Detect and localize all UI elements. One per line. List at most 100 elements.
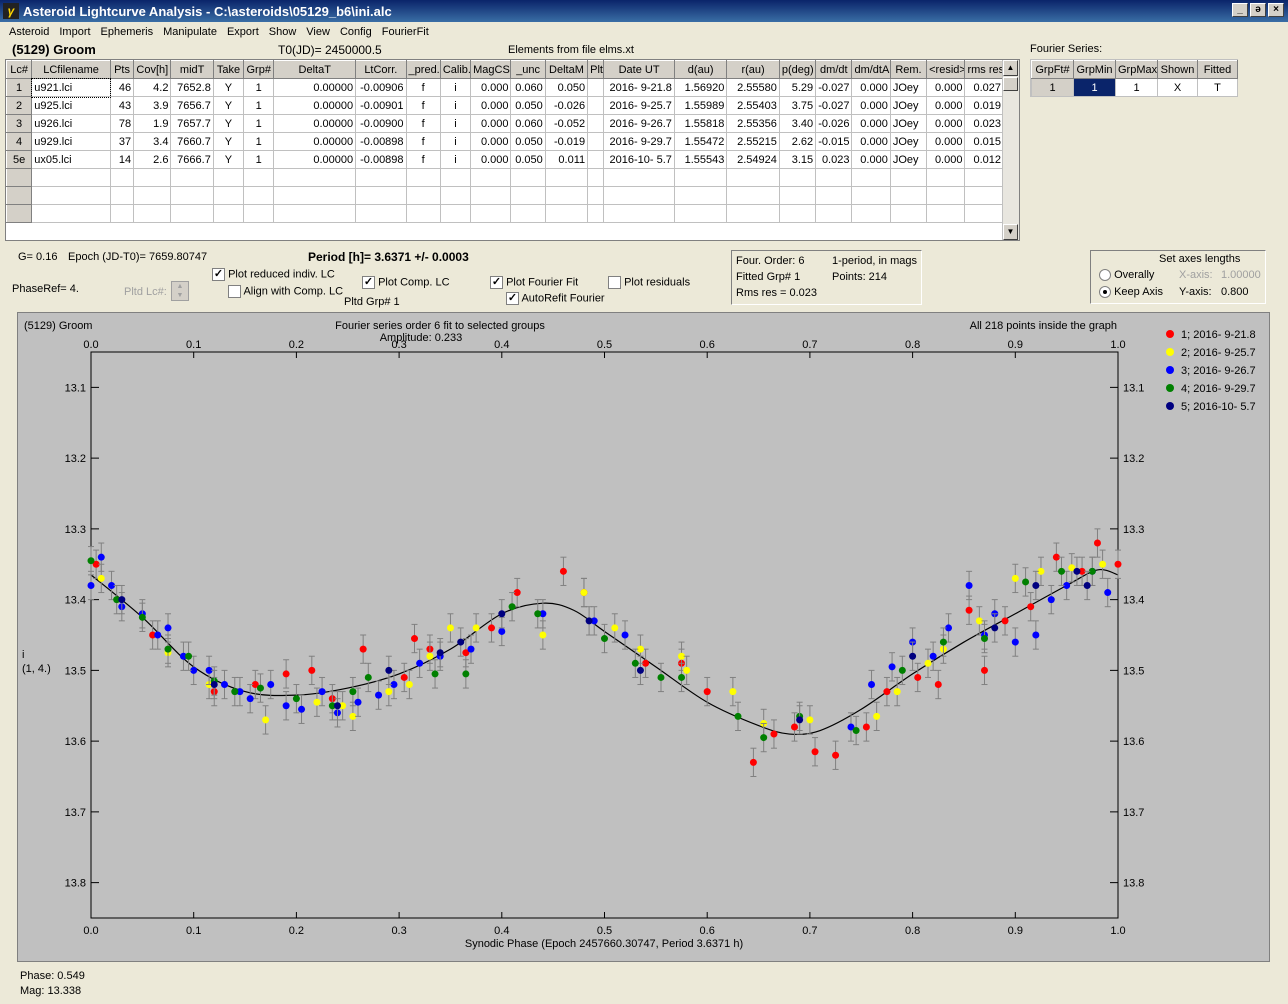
table-cell[interactable]: 0.00000 — [273, 114, 357, 133]
table-cell[interactable]: u926.lci — [31, 114, 111, 133]
table-cell[interactable] — [170, 168, 214, 187]
table-cell[interactable]: 0.023 — [964, 114, 1004, 133]
table-cell[interactable]: 2016- 9-29.7 — [603, 132, 675, 151]
plot-comp-checkbox[interactable]: ✓ — [362, 276, 375, 289]
table-cell[interactable]: 4.2 — [133, 78, 172, 97]
close-button[interactable]: × — [1268, 3, 1284, 17]
table-cell[interactable] — [355, 168, 407, 187]
table-cell[interactable]: 3.40 — [778, 114, 817, 133]
row-header[interactable]: 4 — [6, 132, 33, 151]
table-cell[interactable] — [405, 204, 441, 223]
menu-export[interactable]: Export — [226, 25, 259, 38]
fourier-cell-shown[interactable]: X — [1157, 78, 1198, 97]
table-cell[interactable]: 5.29 — [778, 78, 817, 97]
table-cell[interactable]: 2.55403 — [726, 96, 780, 115]
table-row[interactable]: 1 u921.lci 46 4.2 7652.8 Y 1 0.00000 -0.00906 f i 0… — [6, 77, 1004, 98]
table-cell[interactable]: 3.9 — [133, 96, 172, 115]
menu-manipulate[interactable]: Manipulate — [163, 25, 217, 38]
table-cell[interactable] — [889, 204, 928, 223]
table-cell[interactable] — [926, 168, 966, 187]
table-cell[interactable]: f — [405, 132, 441, 151]
table-cell[interactable]: 7660.7 — [170, 132, 214, 151]
table-cell[interactable]: -0.00901 — [355, 96, 407, 115]
col-header-lcfilename[interactable]: LCfilename — [31, 60, 111, 79]
col-header-dm-dt[interactable]: dm/dt — [815, 60, 853, 79]
keep-axis-option[interactable]: Keep Axis — [1099, 286, 1163, 299]
table-cell[interactable]: 1.55818 — [673, 114, 728, 133]
table-cell[interactable]: u921.lci — [30, 77, 112, 98]
row-header[interactable]: 1 — [6, 78, 33, 97]
table-cell[interactable] — [726, 204, 780, 223]
table-cell[interactable] — [815, 204, 853, 223]
table-row[interactable]: 3 u926.lci 78 1.9 7657.7 Y 1 0.00000 -0.00900 f i 0… — [6, 114, 1004, 133]
table-cell[interactable]: 0.012 — [964, 150, 1004, 169]
table-cell[interactable]: 0.050 — [510, 132, 546, 151]
table-cell[interactable] — [133, 186, 172, 205]
col-header-r-au[interactable]: r(au) — [726, 60, 780, 79]
table-cell[interactable]: 0.050 — [510, 96, 546, 115]
fourier-col-grpmin[interactable]: GrpMin — [1073, 60, 1116, 79]
table-cell[interactable]: 0.000 — [851, 78, 891, 97]
col-header-deltat[interactable]: DeltaT — [273, 60, 357, 79]
fourier-cell-grpmax[interactable]: 1 — [1115, 78, 1158, 97]
col-header-rem[interactable]: Rem. — [889, 60, 928, 79]
row-header[interactable]: 3 — [6, 114, 33, 133]
table-cell[interactable] — [726, 168, 780, 187]
table-cell[interactable]: 0.000 — [926, 114, 966, 133]
table-cell[interactable]: 0.015 — [964, 132, 1004, 151]
table-cell[interactable] — [133, 204, 172, 223]
col-header-unc[interactable]: _unc — [510, 60, 546, 79]
table-cell[interactable] — [133, 168, 172, 187]
plot-canvas[interactable]: (5129) Groom Fourier series order 6 fit … — [18, 313, 1269, 961]
col-header-plt[interactable]: Plt — [587, 60, 605, 79]
table-cell[interactable]: 1 — [243, 132, 275, 151]
plot-reduced-option[interactable]: ✓ Plot reduced indiv. LC — [212, 268, 335, 281]
table-cell[interactable] — [243, 186, 275, 205]
menu-asteroid[interactable]: Asteroid — [9, 25, 50, 38]
table-cell[interactable]: 2.6 — [133, 150, 172, 169]
table-cell[interactable]: 2.62 — [778, 132, 817, 151]
table-cell[interactable] — [31, 204, 111, 223]
table-cell[interactable] — [243, 168, 275, 187]
table-cell[interactable]: Y — [212, 114, 245, 133]
maximize-button[interactable]: ə — [1250, 3, 1266, 17]
col-header-grp[interactable]: Grp# — [243, 60, 275, 79]
table-cell[interactable] — [815, 168, 853, 187]
table-cell[interactable] — [439, 168, 472, 187]
table-row[interactable] — [6, 168, 1004, 187]
table-cell[interactable] — [778, 168, 817, 187]
table-row[interactable]: 2 u925.lci 43 3.9 7656.7 Y 1 0.00000 -0.00901 f i 0… — [6, 96, 1004, 115]
table-cell[interactable]: 1.55472 — [673, 132, 728, 151]
menu-fourierfit[interactable]: FourierFit — [381, 25, 429, 38]
table-cell[interactable]: 0.000 — [470, 96, 512, 115]
row-header[interactable]: 5e — [6, 150, 33, 169]
table-cell[interactable]: Y — [212, 150, 245, 169]
fourier-row[interactable]: 1 1 1 X T — [1031, 78, 1238, 97]
fourier-cell-grpmin[interactable]: 1 — [1073, 78, 1116, 97]
table-cell[interactable] — [603, 186, 675, 205]
fourier-col-shown[interactable]: Shown — [1157, 60, 1198, 79]
table-cell[interactable]: u925.lci — [31, 96, 111, 115]
plot-residuals-checkbox[interactable] — [608, 276, 621, 289]
table-row[interactable]: 4 u929.lci 37 3.4 7660.7 Y 1 0.00000 -0.00898 f i 0… — [6, 132, 1004, 151]
col-header-resid[interactable]: <resid> — [926, 60, 966, 79]
table-cell[interactable]: 0.000 — [851, 132, 891, 151]
table-cell[interactable] — [778, 186, 817, 205]
col-header-midt[interactable]: midT — [170, 60, 214, 79]
table-cell[interactable]: -0.019 — [544, 132, 589, 151]
menu-import[interactable]: Import — [59, 25, 91, 38]
table-cell[interactable]: i — [439, 114, 472, 133]
table-cell[interactable]: 0.019 — [964, 96, 1004, 115]
table-cell[interactable]: -0.052 — [544, 114, 589, 133]
table-cell[interactable] — [170, 186, 214, 205]
table-cell[interactable]: 3.15 — [778, 150, 817, 169]
scroll-down-button[interactable]: ▼ — [1003, 224, 1018, 240]
table-cell[interactable]: 0.027 — [964, 78, 1004, 97]
plot-reduced-checkbox[interactable]: ✓ — [212, 268, 225, 281]
table-cell[interactable]: 1.55543 — [673, 150, 728, 169]
lightcurve-plot[interactable]: (5129) Groom Fourier series order 6 fit … — [17, 312, 1270, 962]
col-header-lc[interactable]: Lc# — [6, 60, 33, 79]
col-header-rms-res[interactable]: rms res — [964, 60, 1004, 79]
align-checkbox[interactable] — [228, 285, 241, 298]
table-cell[interactable]: 7652.8 — [170, 78, 214, 97]
